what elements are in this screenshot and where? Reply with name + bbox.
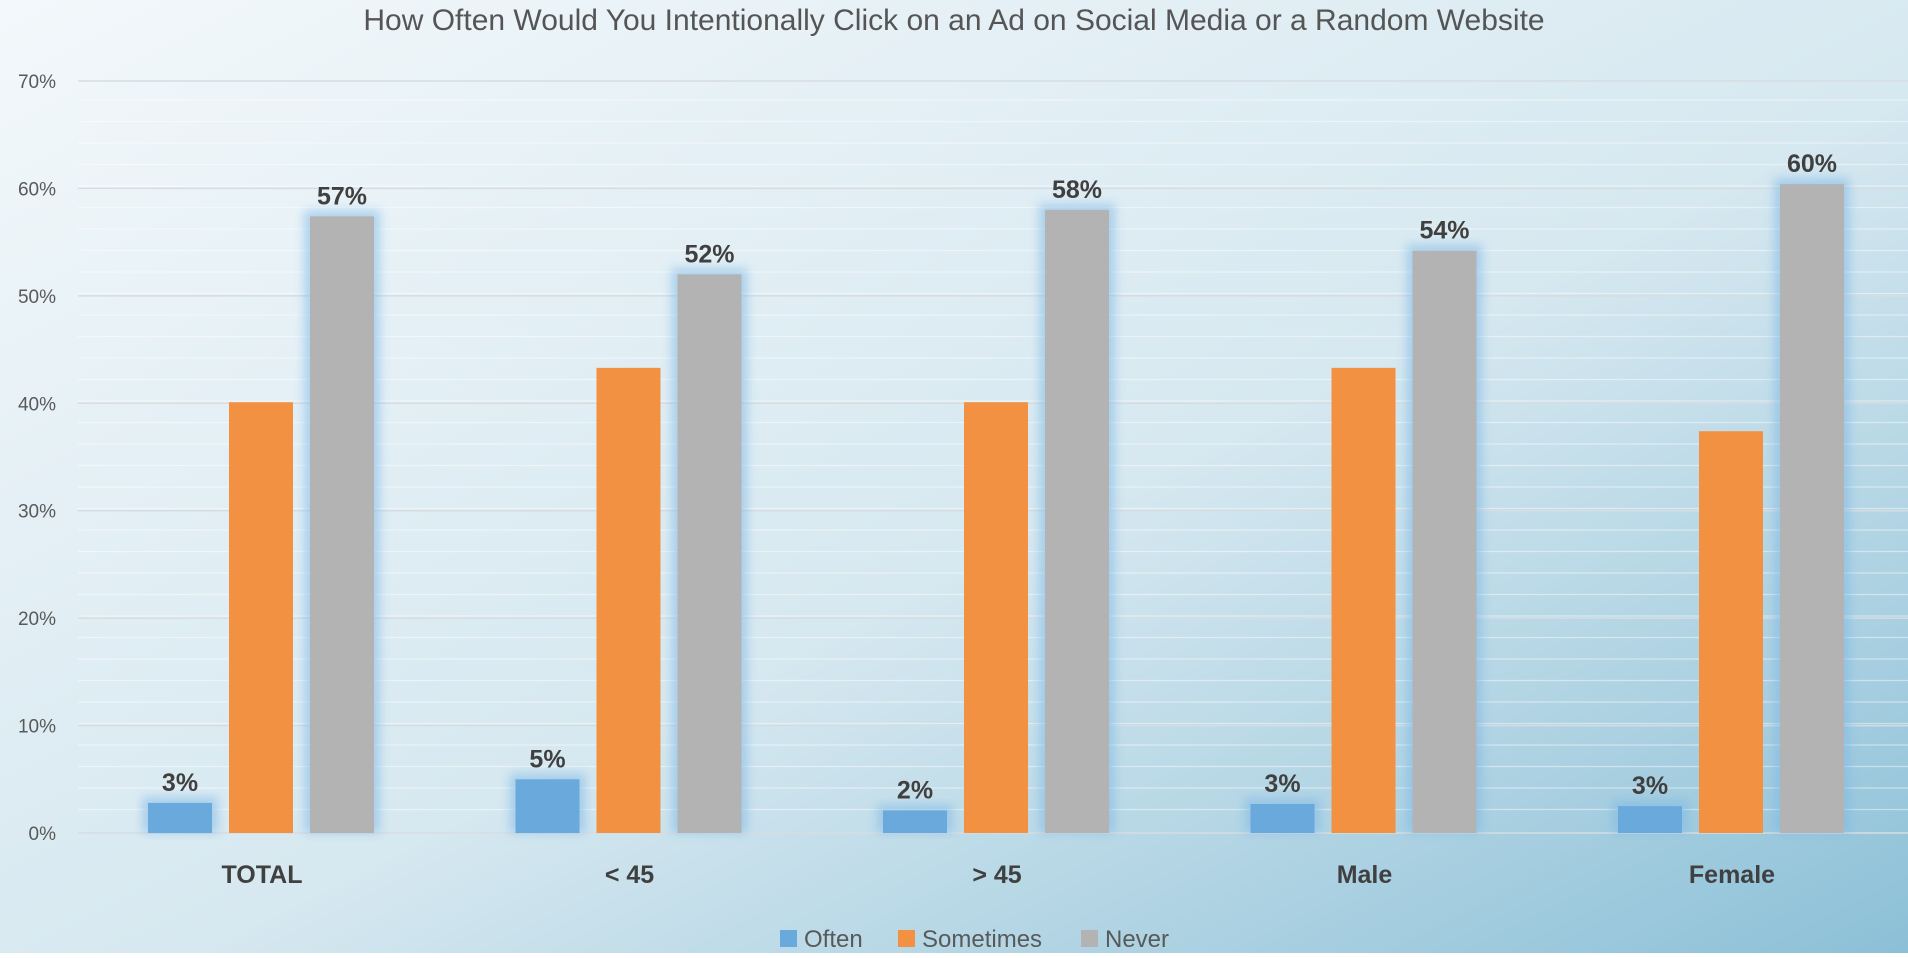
- bar-often: [515, 779, 580, 833]
- legend-swatch-never: [1081, 930, 1098, 947]
- bar-never: [1045, 209, 1109, 833]
- x-tick-label: TOTAL: [221, 861, 302, 889]
- data-label: 3%: [1632, 772, 1668, 800]
- data-label: 60%: [1787, 150, 1837, 178]
- bar-often: [148, 802, 212, 833]
- bar-sometimes: [229, 402, 293, 833]
- data-label: 54%: [1419, 217, 1469, 245]
- data-label: 58%: [1052, 176, 1102, 204]
- x-tick-label: < 45: [605, 861, 654, 889]
- y-tick-label: 0%: [29, 824, 57, 845]
- chart-title: How Often Would You Intentionally Click …: [363, 4, 1544, 37]
- y-axis-ticks: 0% 10% 20% 30% 40% 50% 60% 70%: [18, 72, 56, 845]
- data-label: 2%: [897, 776, 933, 804]
- y-tick-label: 20%: [18, 609, 56, 630]
- y-tick-label: 10%: [18, 717, 56, 738]
- legend-label-sometimes: Sometimes: [922, 926, 1042, 953]
- y-tick-label: 70%: [18, 72, 56, 93]
- data-labels: 3% 57% 5% 52% 2% 58% 3% 54% 3% 60%: [162, 150, 1837, 804]
- bar-never: [1780, 184, 1844, 834]
- bar-often: [1618, 806, 1682, 833]
- y-tick-label: 40%: [18, 394, 56, 415]
- bar-never: [1412, 250, 1477, 834]
- y-tick-label: 50%: [18, 287, 56, 308]
- legend-swatch-often: [780, 930, 797, 947]
- data-label: 57%: [317, 182, 367, 210]
- x-tick-label: Male: [1337, 861, 1393, 889]
- legend-label-often: Often: [804, 926, 863, 953]
- bar-sometimes: [964, 402, 1028, 833]
- bar-often: [1250, 803, 1315, 833]
- bar-sometimes: [1699, 431, 1763, 833]
- bar-never: [310, 216, 374, 834]
- data-label: 3%: [1264, 770, 1300, 798]
- legend-swatch-sometimes: [898, 930, 915, 947]
- data-label: 5%: [529, 745, 565, 773]
- bar-sometimes: [596, 367, 661, 833]
- y-tick-label: 30%: [18, 502, 56, 523]
- x-axis-labels: TOTAL < 45 > 45 Male Female: [221, 861, 1775, 889]
- legend-label-never: Never: [1105, 926, 1169, 953]
- x-tick-label: Female: [1689, 861, 1775, 889]
- legend: Often Sometimes Never: [780, 926, 1169, 953]
- bar-sometimes: [1331, 367, 1396, 833]
- bar-often: [883, 810, 947, 833]
- bar-never: [677, 274, 742, 833]
- y-tick-label: 60%: [18, 179, 56, 200]
- bars: [142, 178, 1850, 834]
- data-label: 3%: [162, 769, 198, 797]
- x-tick-label: > 45: [972, 861, 1021, 889]
- data-label: 52%: [684, 240, 734, 268]
